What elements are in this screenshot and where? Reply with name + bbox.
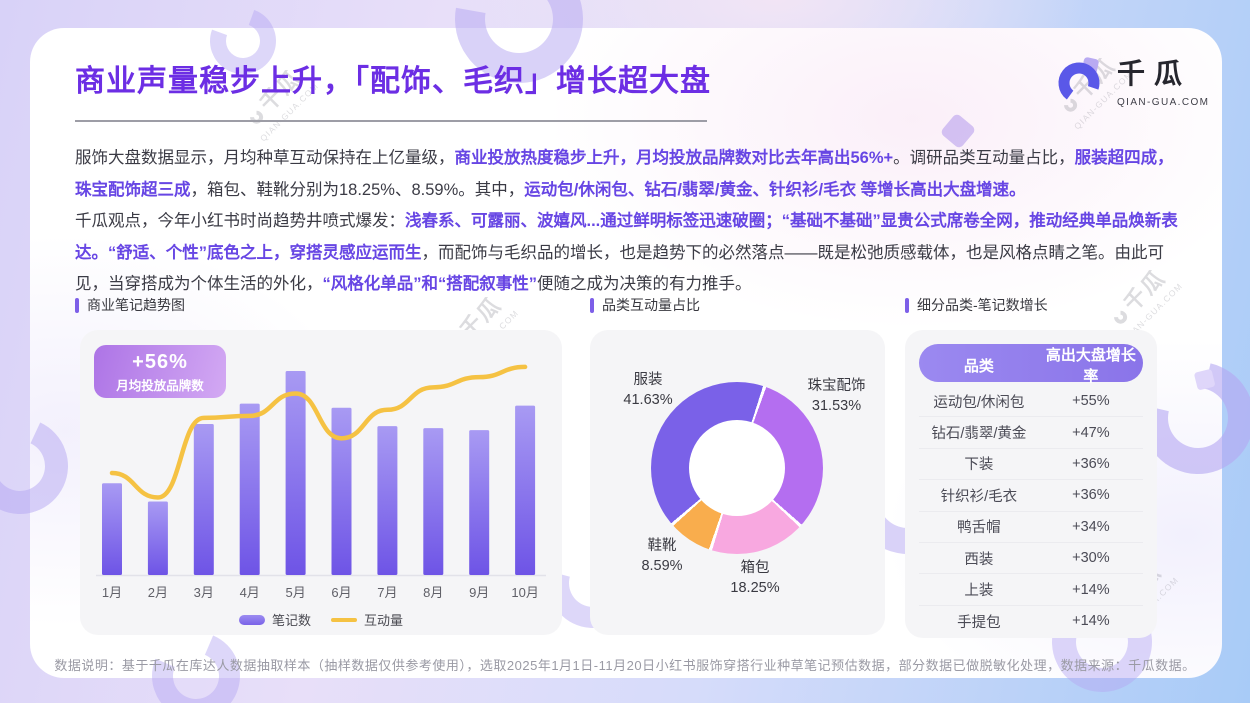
x-axis-label: 4月 [239,585,260,600]
table-body: 运动包/休闲包 +55% 钻石/翡翠/黄金 +47% 下装 +36% 针织衫/毛衣 +36% 鸭… [919,386,1143,637]
growth-table-card: 品类 高出大盘增长率 运动包/休闲包 +55% 钻石/翡翠/黄金 +47% 下装 +36%… [905,330,1157,638]
trend-chart-card: +56% 月均投放品牌数 1月 2月 3月 4月 5月 6月 7月 8月 9月 10月 笔记数 互… [80,330,562,635]
section-header-trend: 商业笔记趋势图 [75,295,185,315]
qiangua-logo-icon [1058,57,1100,104]
section-marker [75,297,79,313]
x-axis-label: 8月 [423,585,444,600]
bar-swatch-icon [238,614,265,625]
body-paragraph: 千瓜观点，今年小红书时尚趋势井喷式爆发：浅春系、可露丽、波嬉风...通过鲜明标签… [75,212,1178,293]
x-axis-label: 1月 [101,585,123,600]
badge-value: +56% [132,351,188,373]
x-axis-label: 6月 [331,585,352,600]
badge-label: 月均投放品牌数 [116,379,204,393]
pie-chart-card: 服装 41.63% 珠宝配饰 31.53% 鞋靴 8.59% 箱包 18.25% [590,330,885,635]
logo-text: 千瓜 [1117,58,1192,89]
x-axis-label: 9月 [469,585,490,600]
line-swatch-icon [331,617,357,622]
body-text: 服饰大盘数据显示，月均种草互动保持在上亿量级，商业投放热度稳步上升，月均投放品牌… [75,143,1185,301]
table-header: 品类 高出大盘增长率 [919,344,1143,385]
page-title: 商业声量稳步上升，「配饰、毛织」增长超大盘 [75,65,711,98]
section-header-table: 细分品类-笔记数增长 [905,295,1048,315]
table-row: 手提包 +14% [957,613,1110,631]
trend-chart [96,364,546,577]
body-paragraph: 服饰大盘数据显示，月均种草互动保持在上亿量级，商业投放热度稳步上升，月均投放品牌… [75,149,1174,199]
table-header-growth: 高出大盘增长率 [1045,347,1136,385]
table-row: 下装 +36% [919,449,1143,481]
growth-badge: +56% 月均投放品牌数 [94,345,226,398]
x-axis-label: 3月 [193,585,214,600]
x-axis-label: 2月 [147,585,168,600]
table-header-category: 品类 [963,357,994,375]
x-axis: 1月 2月 3月 4月 5月 6月 7月 8月 9月 10月 [80,582,562,600]
legend-item-engagement: 互动量 [331,610,403,629]
pie-label-shoes: 鞋靴 8.59% [641,538,683,574]
legend: 笔记数 互动量 [80,610,562,629]
section-title: 品类互动量占比 [602,297,700,313]
section-marker [590,297,594,313]
section-title: 细分品类-笔记数增长 [917,297,1048,313]
table-row: 针织衫/毛衣 +36% [919,480,1143,512]
pie-label-jewelry: 珠宝配饰 31.53% [807,378,866,414]
pie-label-clothing: 服装 41.63% [623,372,673,408]
x-axis-label: 10月 [511,585,539,600]
section-title: 商业笔记趋势图 [87,297,185,313]
table-row: 鸭舌帽 +34% [919,512,1143,543]
table-row: 西装 +30% [919,543,1143,575]
table-row: 上装 +14% [919,574,1143,606]
section-header-pie: 品类互动量占比 [590,295,700,315]
donut-chart [651,382,823,554]
logo-domain: QIAN-GUA.COM [1117,97,1210,108]
data-disclaimer: 数据说明：基于千瓜在库达人数据抽取样本（抽样数据仅供参考使用），选取2025年1… [54,658,1196,673]
section-marker [905,297,909,313]
x-axis-label: 5月 [285,585,306,600]
x-axis-label: 7月 [377,585,398,600]
legend-item-notes: 笔记数 [238,610,311,629]
title-underline [75,120,707,122]
table-row: 运动包/休闲包 +55% [919,386,1143,418]
pie-label-bags: 箱包 18.25% [730,560,780,596]
qiangua-logo: 千瓜 QIAN-GUA.COM [1056,52,1209,108]
table-row: 钻石/翡翠/黄金 +47% [919,417,1143,449]
